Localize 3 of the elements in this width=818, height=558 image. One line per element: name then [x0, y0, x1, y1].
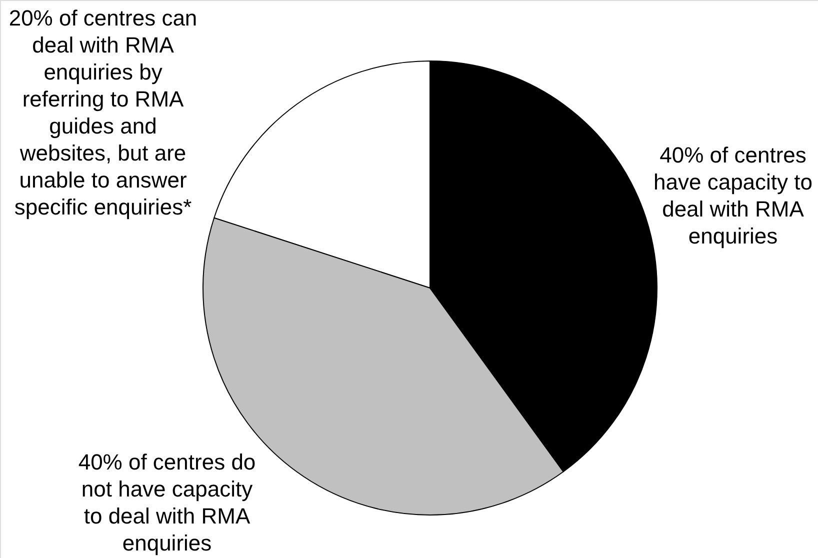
slice-label: 20% of centres can deal with RMA enquiries by referring to RMA guides and websites, but are unable to answer specific enquiries*	[8, 6, 198, 220]
slice-label: 40% of centres have capacity to deal with RMA enquiries	[654, 142, 812, 248]
slice-label: 40% of centres do not have capacity to deal with RMA enquiries	[78, 450, 256, 556]
